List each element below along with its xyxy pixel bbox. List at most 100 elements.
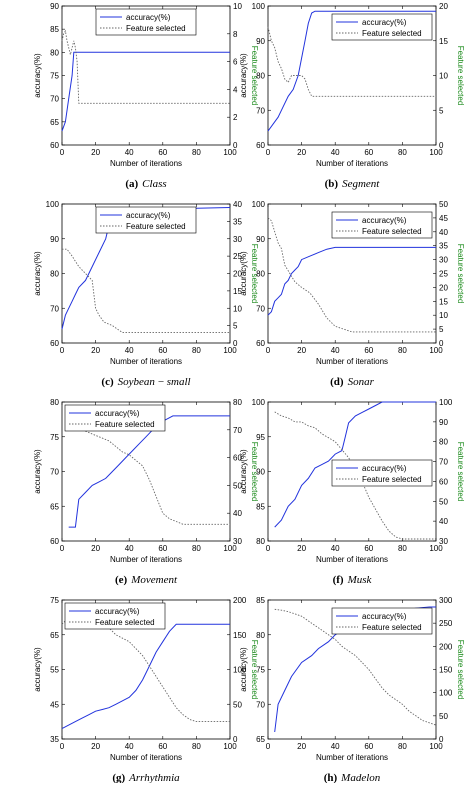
x-tick-label: 100 bbox=[429, 346, 443, 355]
y-axis-label: accuracy(%) bbox=[33, 449, 42, 494]
caption-name: Madelon bbox=[340, 772, 381, 783]
y2-tick-label: 45 bbox=[439, 214, 448, 223]
x-tick-label: 80 bbox=[398, 544, 407, 553]
x-tick-label: 60 bbox=[364, 742, 373, 751]
y2-tick-label: 50 bbox=[439, 200, 448, 209]
y-tick-label: 65 bbox=[256, 735, 265, 744]
panel-caption: (e) Movement bbox=[115, 574, 178, 586]
y-tick-label: 70 bbox=[256, 700, 265, 709]
panel-caption: (f) Musk bbox=[333, 574, 373, 586]
x-tick-label: 40 bbox=[331, 346, 340, 355]
x-tick-label: 60 bbox=[364, 148, 373, 157]
y2-tick-label: 15 bbox=[439, 37, 448, 46]
legend-label: accuracy(%) bbox=[126, 13, 171, 22]
chart-panel-g: 0 20 40 60 80 100 35 45 55 65 75 0 50 100 150 200 Number… bbox=[33, 596, 259, 784]
y-axis-label: accuracy(%) bbox=[33, 53, 42, 98]
y-tick-label: 80 bbox=[256, 270, 265, 279]
y2-tick-label: 5 bbox=[233, 322, 238, 331]
series-line-feature-selected bbox=[61, 29, 230, 104]
x-tick-label: 40 bbox=[331, 148, 340, 157]
legend: accuracy(%) Feature selected bbox=[64, 602, 166, 630]
series-line-accuracy bbox=[61, 623, 230, 730]
y2-axis-label: Feature selected bbox=[456, 46, 465, 106]
x-tick-label: 0 bbox=[60, 148, 65, 157]
series-line-feature-selected bbox=[267, 26, 436, 97]
y2-axis-label: Feature selected bbox=[250, 46, 259, 106]
y2-tick-label: 250 bbox=[439, 619, 453, 628]
y2-axis-label: Feature selected bbox=[250, 442, 259, 502]
y2-tick-label: 50 bbox=[233, 481, 242, 490]
y-tick-label: 95 bbox=[256, 433, 265, 442]
legend: accuracy(%) Feature selected bbox=[331, 13, 433, 41]
y-tick-label: 80 bbox=[256, 631, 265, 640]
y2-tick-label: 30 bbox=[439, 256, 448, 265]
x-tick-label: 20 bbox=[297, 346, 306, 355]
x-tick-label: 20 bbox=[297, 148, 306, 157]
y2-tick-label: 25 bbox=[233, 252, 242, 261]
caption-name: Movement bbox=[130, 574, 178, 586]
caption-letter: (h) bbox=[324, 772, 338, 783]
y2-tick-label: 70 bbox=[439, 458, 448, 467]
y2-tick-label: 30 bbox=[439, 537, 448, 546]
y2-tick-label: 200 bbox=[233, 596, 247, 605]
x-tick-label: 0 bbox=[266, 148, 271, 157]
x-tick-label: 20 bbox=[91, 346, 100, 355]
y-tick-label: 90 bbox=[50, 235, 59, 244]
legend-box bbox=[95, 206, 197, 234]
y2-tick-label: 5 bbox=[439, 325, 444, 334]
caption-name: Musk bbox=[347, 574, 373, 586]
x-tick-label: 0 bbox=[266, 544, 271, 553]
caption-letter: (f) bbox=[333, 574, 344, 586]
x-tick-label: 40 bbox=[125, 148, 134, 157]
y-axis-label: accuracy(%) bbox=[239, 449, 248, 494]
legend: accuracy(%) Feature selected bbox=[64, 404, 166, 432]
x-tick-label: 60 bbox=[364, 346, 373, 355]
caption-letter: (c) bbox=[101, 376, 114, 388]
y-tick-label: 70 bbox=[256, 304, 265, 313]
y2-tick-label: 20 bbox=[439, 2, 448, 11]
y2-axis-label: Feature selected bbox=[456, 244, 465, 304]
x-tick-label: 100 bbox=[429, 544, 443, 553]
x-tick-label: 60 bbox=[158, 148, 167, 157]
y2-tick-label: 50 bbox=[233, 700, 242, 709]
y-tick-label: 80 bbox=[50, 48, 59, 57]
chart-panel-a: 0 20 40 60 80 100 60 65 70 75 80 85 90 0 2 4 6 8 10 Number … bbox=[33, 2, 259, 190]
y2-tick-label: 0 bbox=[233, 141, 238, 150]
y-axis-label: accuracy(%) bbox=[33, 647, 42, 692]
x-tick-label: 20 bbox=[91, 148, 100, 157]
x-tick-label: 0 bbox=[60, 346, 65, 355]
x-axis-label: Number of iterations bbox=[316, 753, 388, 762]
y2-tick-label: 10 bbox=[233, 2, 242, 11]
y-tick-label: 85 bbox=[50, 25, 59, 34]
x-tick-label: 80 bbox=[398, 346, 407, 355]
y-tick-label: 85 bbox=[256, 596, 265, 605]
y2-axis-label: Feature selected bbox=[250, 640, 259, 700]
y-tick-label: 80 bbox=[256, 72, 265, 81]
x-axis-label: Number of iterations bbox=[316, 357, 388, 366]
legend-label: Feature selected bbox=[95, 618, 155, 627]
y-tick-label: 60 bbox=[50, 141, 59, 150]
x-tick-label: 20 bbox=[297, 544, 306, 553]
caption-name: Segment bbox=[342, 178, 380, 190]
y2-tick-label: 15 bbox=[233, 287, 242, 296]
y2-tick-label: 8 bbox=[233, 30, 238, 39]
caption-letter: (b) bbox=[325, 178, 339, 190]
legend-label: accuracy(%) bbox=[362, 464, 407, 473]
y2-tick-label: 0 bbox=[439, 339, 444, 348]
x-axis-label: Number of iterations bbox=[110, 159, 182, 168]
x-tick-label: 20 bbox=[297, 742, 306, 751]
y2-tick-label: 15 bbox=[439, 297, 448, 306]
legend-label: Feature selected bbox=[95, 420, 155, 429]
y2-tick-label: 10 bbox=[439, 311, 448, 320]
series-line-accuracy bbox=[274, 401, 436, 528]
y2-axis-label: Feature selected bbox=[456, 442, 465, 502]
series-line-accuracy bbox=[267, 10, 436, 132]
y2-tick-label: 2 bbox=[233, 113, 238, 122]
y-tick-label: 55 bbox=[50, 666, 59, 675]
y-tick-label: 65 bbox=[50, 631, 59, 640]
caption-name: Soybean − small bbox=[118, 376, 191, 388]
y-tick-label: 80 bbox=[256, 537, 265, 546]
x-tick-label: 0 bbox=[60, 742, 65, 751]
